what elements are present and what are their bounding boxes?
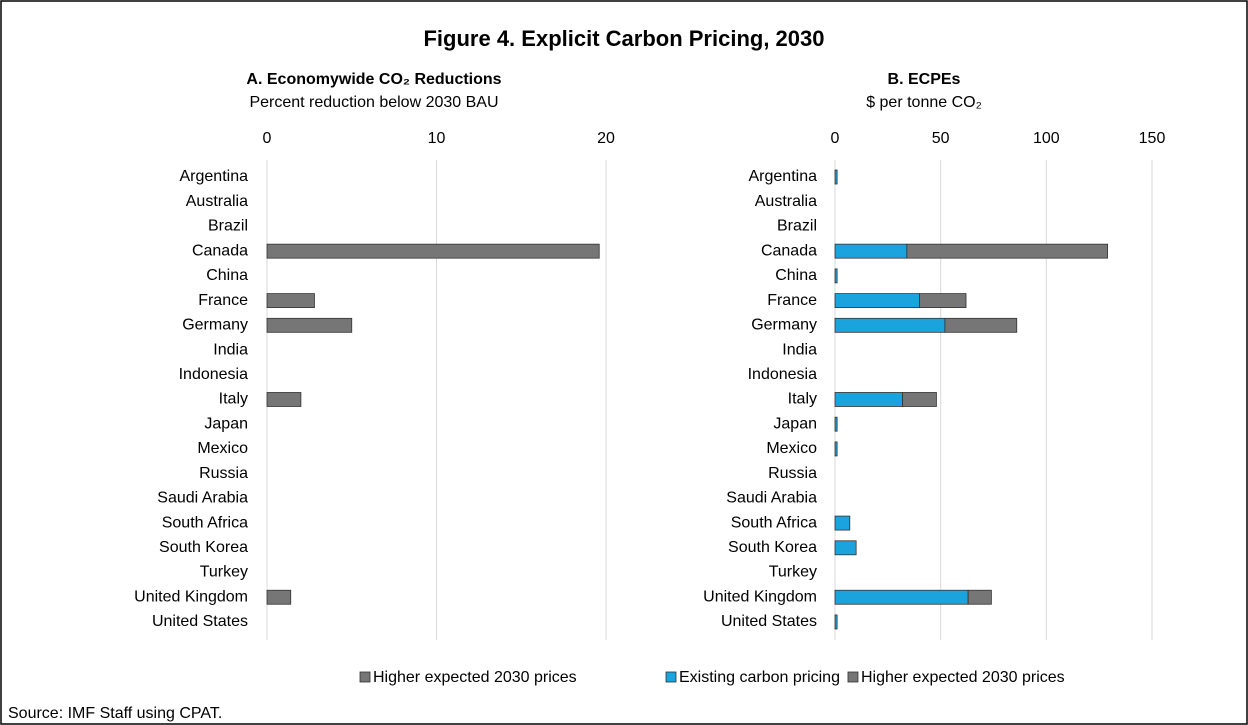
category-label: Argentina	[749, 168, 818, 185]
legend-swatch	[847, 671, 859, 683]
bar-segment	[266, 317, 353, 333]
x-tick-label: 10	[428, 130, 446, 147]
bar-segment	[834, 416, 838, 432]
bar-segment	[902, 392, 937, 407]
x-tick-label: 0	[831, 130, 840, 147]
bar-segment	[834, 441, 838, 457]
legend-label: Existing carbon pricing	[679, 669, 840, 686]
category-label: Germany	[751, 317, 817, 334]
category-label: Australia	[186, 193, 248, 210]
category-label: China	[775, 267, 817, 284]
bar-segment	[834, 268, 838, 284]
bar-segment	[834, 243, 908, 259]
category-label: Mexico	[766, 440, 817, 457]
category-label: Brazil	[208, 218, 248, 235]
bar-segment	[266, 589, 292, 605]
legend-swatch	[665, 671, 677, 683]
x-tick-label: 150	[1139, 130, 1166, 147]
panel-subtitle: $ per tonne CO₂	[866, 94, 982, 111]
category-label: United Kingdom	[703, 588, 817, 605]
category-label: United States	[152, 613, 248, 630]
source-note: Source: IMF Staff using CPAT.	[8, 705, 222, 722]
panel-subtitle: Percent reduction below 2030 BAU	[249, 94, 498, 111]
bar-segment	[266, 392, 302, 407]
x-tick-label: 100	[1033, 130, 1060, 147]
x-tick-label: 0	[263, 130, 272, 147]
category-label: Brazil	[777, 218, 817, 235]
category-label: India	[213, 341, 248, 358]
x-tick-label: 20	[597, 130, 615, 147]
category-label: India	[782, 341, 817, 358]
category-label: United States	[721, 613, 817, 630]
category-label: Australia	[755, 193, 817, 210]
category-label: South Korea	[728, 539, 817, 556]
bar-segment	[834, 540, 857, 556]
panel-title: B. ECPEs	[888, 71, 961, 88]
category-label: Japan	[204, 415, 248, 432]
legend-swatch	[359, 671, 371, 683]
category-label: Canada	[761, 242, 817, 259]
category-label: South Africa	[162, 514, 248, 531]
category-label: Argentina	[180, 168, 249, 185]
category-label: Indonesia	[748, 366, 817, 383]
bar-segment	[834, 392, 904, 407]
bar-segment	[834, 515, 851, 531]
bar-segment	[919, 293, 967, 309]
legend-label: Higher expected 2030 prices	[861, 669, 1065, 686]
bar-segment	[834, 169, 838, 185]
category-label: France	[767, 292, 817, 309]
panel-title: A. Economywide CO₂ Reductions	[246, 71, 501, 88]
category-label: Japan	[773, 415, 817, 432]
legend-label: Higher expected 2030 prices	[373, 669, 577, 686]
category-label: Germany	[182, 317, 248, 334]
category-label: Turkey	[200, 564, 248, 581]
bar-segment	[266, 243, 600, 259]
category-label: Mexico	[197, 440, 248, 457]
category-label: Saudi Arabia	[157, 490, 248, 507]
bar-segment	[834, 614, 838, 630]
bar-segment	[906, 243, 1109, 259]
category-label: Italy	[219, 391, 248, 408]
category-label: Saudi Arabia	[726, 490, 817, 507]
bar-segment	[834, 589, 969, 605]
category-label: South Korea	[159, 539, 248, 556]
category-label: South Africa	[731, 514, 817, 531]
bar-segment	[266, 293, 315, 309]
bar-segment	[967, 589, 992, 605]
category-label: Italy	[788, 391, 817, 408]
bar-segment	[834, 317, 946, 333]
category-label: Canada	[192, 242, 248, 259]
category-label: United Kingdom	[134, 588, 248, 605]
category-label: Russia	[768, 465, 817, 482]
figure-title: Figure 4. Explicit Carbon Pricing, 2030	[423, 26, 824, 51]
x-tick-label: 50	[932, 130, 950, 147]
category-label: Turkey	[769, 564, 817, 581]
category-label: Indonesia	[179, 366, 248, 383]
bar-segment	[944, 317, 1018, 333]
bar-segment	[834, 293, 920, 309]
category-label: France	[198, 292, 248, 309]
category-label: Russia	[199, 465, 248, 482]
category-label: China	[206, 267, 248, 284]
